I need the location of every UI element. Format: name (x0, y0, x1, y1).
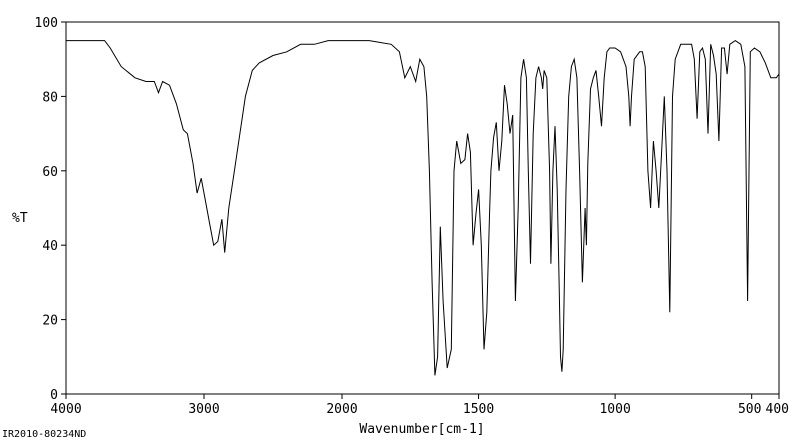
y-tick-label: 0 (50, 388, 58, 403)
y-tick-label: 40 (42, 239, 58, 254)
x-tick-label: 500 (738, 402, 761, 417)
spectrum-line (66, 39, 780, 376)
plot-frame (65, 21, 780, 395)
x-tick-label: 1000 (599, 402, 630, 417)
sample-id: IR2010-80234ND (2, 429, 86, 440)
y-tick-label: 100 (35, 16, 58, 31)
x-tick-label: 3000 (188, 402, 219, 417)
x-axis-ticks: 4000 3000 2000 1500 1000 500 400 (50, 394, 789, 417)
y-tick-label: 80 (42, 90, 58, 105)
x-tick-label: 400 (766, 402, 789, 417)
x-tick-label: 4000 (50, 402, 81, 417)
y-tick-label: 60 (42, 165, 58, 180)
y-tick-label: 20 (42, 314, 58, 329)
x-tick-label: 2000 (326, 402, 357, 417)
y-axis-label: %T (12, 211, 28, 226)
y-axis-ticks: 0 20 40 60 80 100 (35, 16, 66, 403)
x-tick-label: 1500 (463, 402, 494, 417)
x-axis-label: Wavenumber[cm-1] (359, 422, 484, 437)
